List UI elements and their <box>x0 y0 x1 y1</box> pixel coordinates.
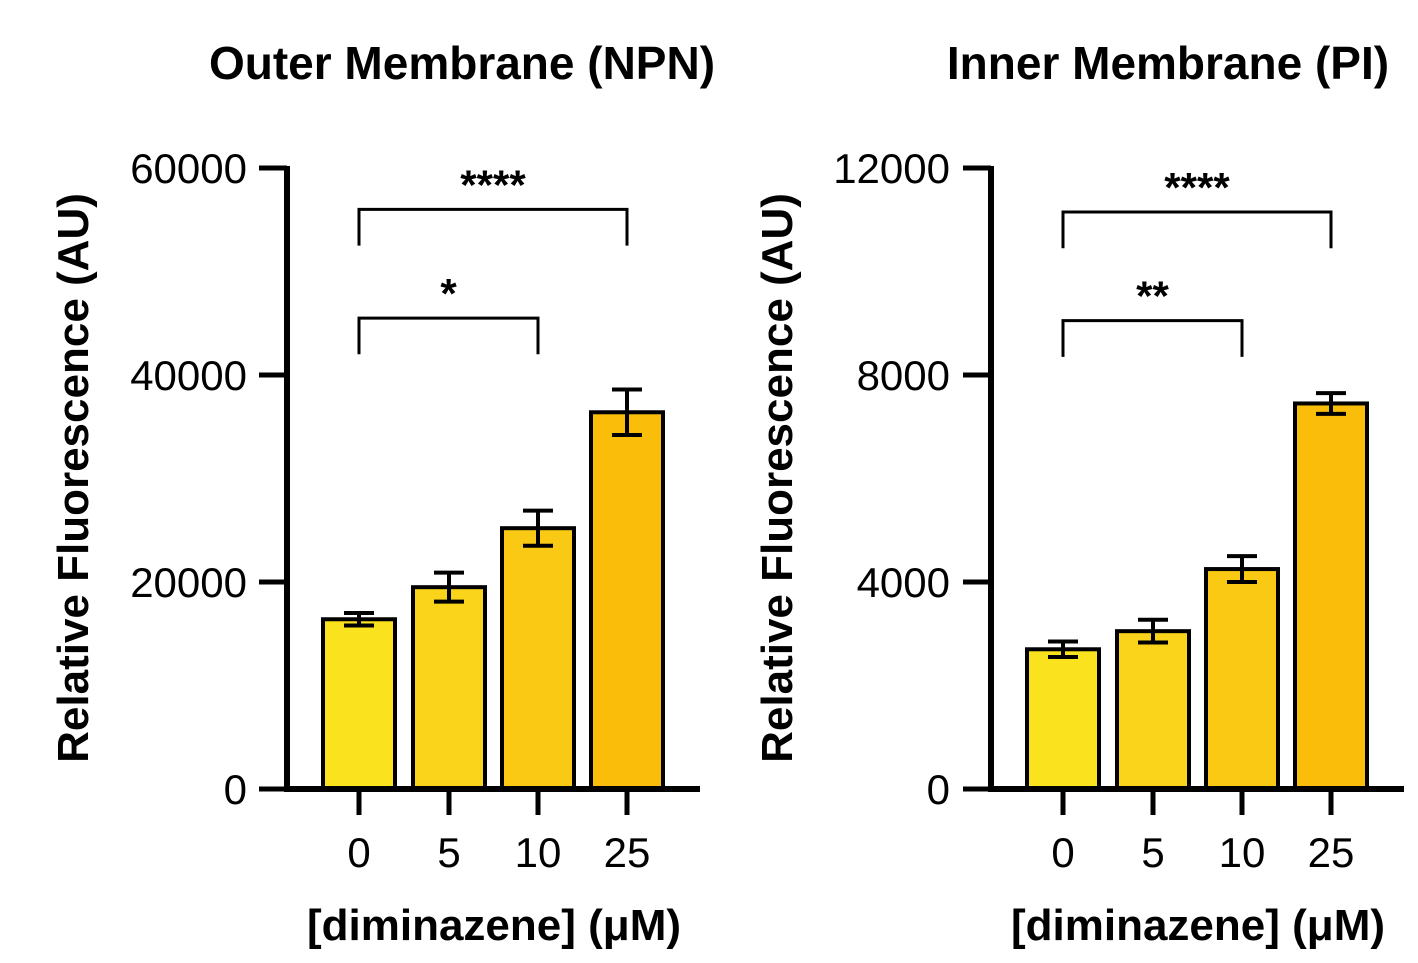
x-tick-label: 5 <box>1141 829 1164 876</box>
y-axis-label: Relative Fluorescence (AU) <box>49 193 98 763</box>
significance-label: ** <box>1136 273 1169 320</box>
y-tick-label: 12000 <box>833 145 950 192</box>
panel-outer-membrane: Outer Membrane (NPN) Relative Fluorescen… <box>49 37 715 950</box>
significance-label: **** <box>1164 164 1230 211</box>
bar <box>589 410 665 791</box>
x-axis-label: [diminazene] (μM) <box>307 901 681 950</box>
bar <box>1115 629 1191 791</box>
bar <box>1204 567 1280 791</box>
y-tick-label: 40000 <box>130 352 247 399</box>
x-tick-label: 0 <box>347 829 370 876</box>
significance-bracket <box>1061 210 1333 249</box>
significance-bracket <box>1061 319 1244 357</box>
y-tick-label: 4000 <box>857 559 950 606</box>
x-tick-label: 25 <box>1308 829 1355 876</box>
panel-inner-membrane: Inner Membrane (PI) Relative Fluorescenc… <box>753 37 1404 950</box>
y-tick-label: 20000 <box>130 559 247 606</box>
bar <box>1293 401 1369 791</box>
x-tick-label: 5 <box>437 829 460 876</box>
y-tick-label: 8000 <box>857 352 950 399</box>
significance-bracket <box>357 207 629 246</box>
significance-label: **** <box>460 161 526 208</box>
bar <box>411 585 487 791</box>
x-tick-label: 10 <box>1219 829 1266 876</box>
y-tick-label: 0 <box>927 766 950 813</box>
x-tick-label: 0 <box>1051 829 1074 876</box>
x-tick-label: 25 <box>604 829 651 876</box>
x-tick-label: 10 <box>515 829 562 876</box>
x-axis-label: [diminazene] (μM) <box>1011 901 1385 950</box>
chart-title: Inner Membrane (PI) <box>947 37 1389 89</box>
significance-label: * <box>440 270 457 317</box>
y-tick-label: 0 <box>224 766 247 813</box>
chart-title: Outer Membrane (NPN) <box>209 37 715 89</box>
y-tick-label: 60000 <box>130 145 247 192</box>
bar <box>321 617 397 792</box>
significance-bracket <box>357 316 540 355</box>
bar <box>1025 647 1101 792</box>
bar <box>500 526 576 791</box>
y-axis-label: Relative Fluorescence (AU) <box>753 193 802 763</box>
